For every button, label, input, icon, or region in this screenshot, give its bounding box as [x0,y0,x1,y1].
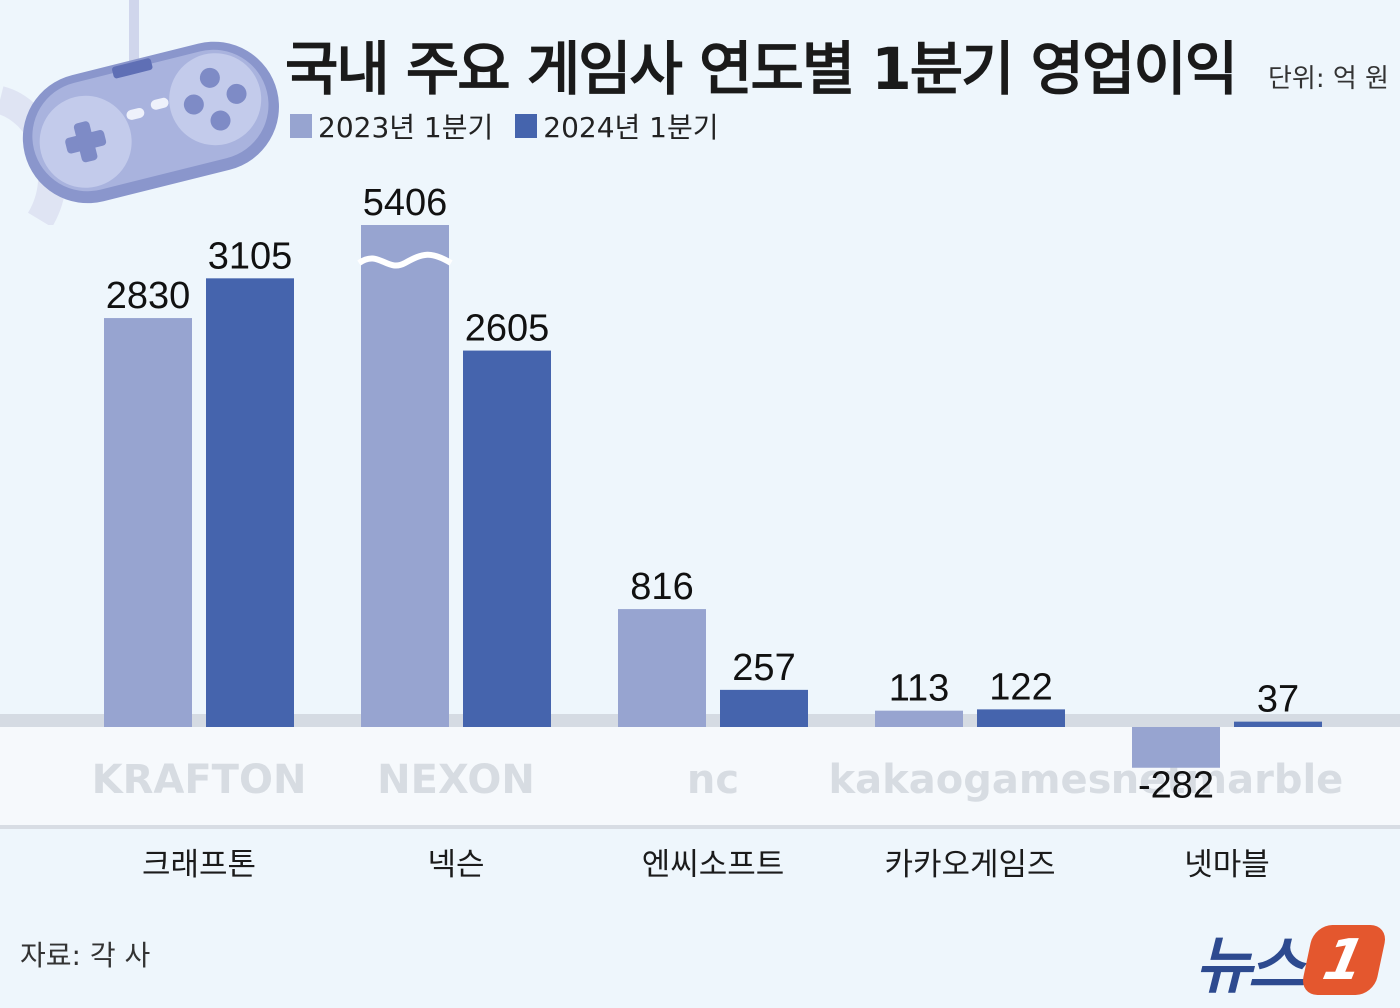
data-label-0-2: 816 [630,566,693,608]
category-label-0: 크래프톤 [142,847,256,883]
source-note: 자료: 각 사 [20,939,151,972]
bar-1-4 [1234,721,1322,727]
company-logo-3: kakaogames [829,757,1112,803]
category-label-1: 넥슨 [427,847,484,883]
legend-item-2023: 2023년 1분기 [290,106,493,146]
legend-swatch-2024 [515,114,538,138]
legend-label-2024: 2024년 1분기 [543,111,719,144]
news1-logo: 뉴스 1 [1195,915,1389,1005]
data-label-0-1: 5406 [363,182,448,224]
bar-1-1 [463,350,551,727]
company-logo-1: NEXON [377,757,535,803]
data-label-1-2: 257 [732,647,795,689]
bar-1-0 [206,278,294,727]
bar-0-0 [104,318,192,727]
company-logo-0: KRAFTON [92,757,307,803]
bar-0-3 [875,710,963,727]
legend: 2023년 1분기 2024년 1분기 [290,106,719,146]
data-label-1-1: 2605 [465,308,550,350]
data-label-0-3: 113 [889,668,950,710]
category-label-4: 넷마블 [1184,847,1270,883]
legend-label-2023: 2023년 1분기 [318,111,494,144]
unit-label: 단위: 억 원 [1268,64,1389,94]
company-logo-2: nc [687,757,739,803]
data-label-1-0: 3105 [208,235,293,277]
bar-0-1 [361,225,449,727]
logo-strip-divider [0,825,1400,829]
bar-0-2 [618,609,706,727]
game-controller-icon [0,0,279,225]
news1-logo-text: 뉴스 [1195,929,1305,1002]
page-title: 국내 주요 게임사 연도별 1분기 영업이익 [285,35,1238,103]
legend-item-2024: 2024년 1분기 [515,106,719,146]
bar-1-3 [977,709,1065,727]
legend-swatch-2023 [290,114,312,138]
bar-1-2 [720,689,808,727]
axis-break-mark [357,251,453,269]
data-label-1-4: 37 [1257,679,1299,721]
news1-logo-badge: 1 [1299,925,1389,995]
data-label-1-3: 122 [989,666,1052,708]
data-label-0-0: 2830 [106,275,191,317]
bar-0-4 [1132,727,1220,768]
category-label-2: 엔씨소프트 [642,847,785,883]
data-label-0-4: -282 [1138,765,1214,807]
category-label-3: 카카오게임즈 [884,847,1055,883]
